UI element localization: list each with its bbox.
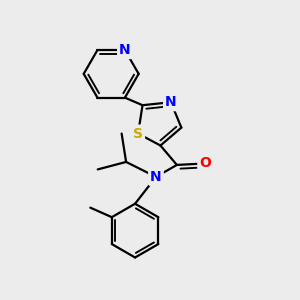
Text: N: N xyxy=(119,43,131,57)
Text: N: N xyxy=(150,170,162,184)
Text: N: N xyxy=(165,95,177,109)
Text: S: S xyxy=(133,127,143,141)
Text: O: O xyxy=(199,156,211,170)
